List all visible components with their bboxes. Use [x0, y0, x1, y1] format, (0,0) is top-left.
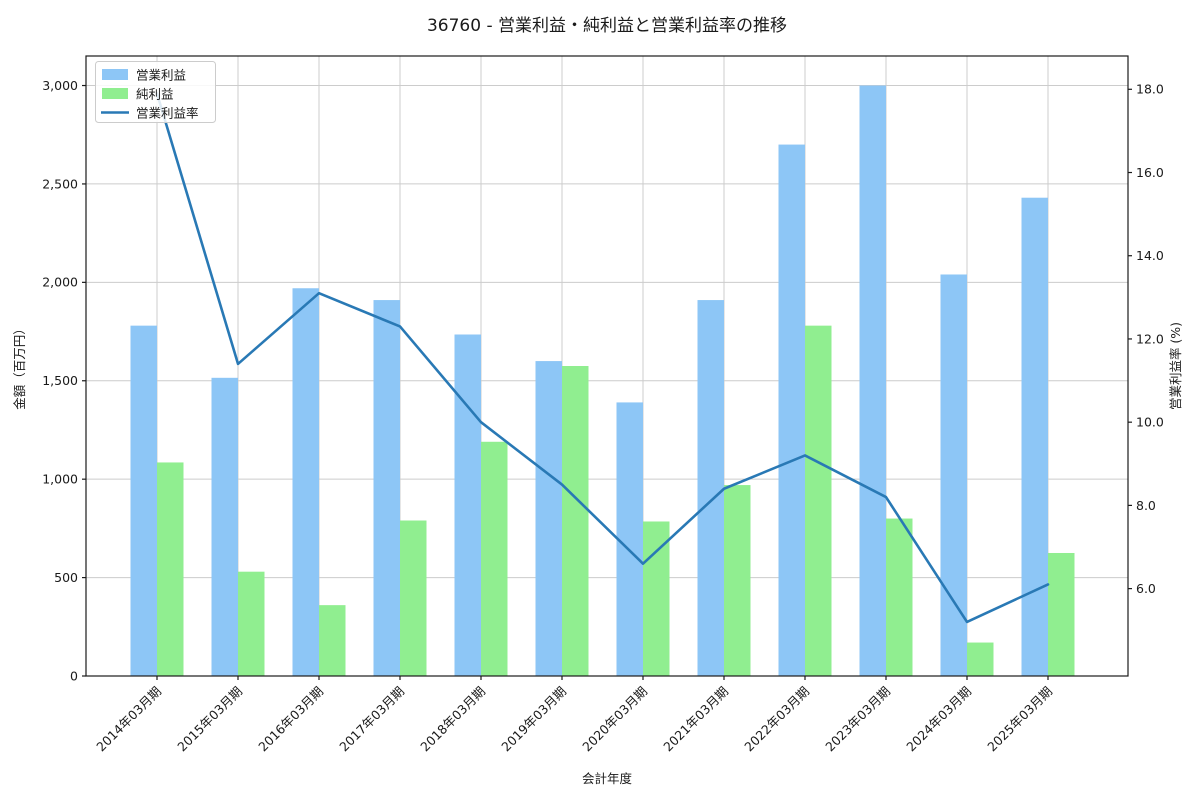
x-tick-label: 2018年03月期 — [417, 684, 488, 755]
bar-operating-income — [1021, 197, 1048, 676]
y-left-tick-label: 0 — [70, 668, 78, 683]
bar-operating-income — [535, 361, 562, 676]
x-tick-label: 2017年03月期 — [336, 684, 407, 755]
x-tick-label: 2014年03月期 — [93, 684, 164, 755]
bar-net-income — [643, 521, 670, 676]
bar-net-income — [724, 485, 751, 676]
y-right-tick-label: 8.0 — [1136, 498, 1156, 513]
legend-label: 純利益 — [136, 87, 174, 102]
bar-net-income — [481, 441, 508, 676]
bar-operating-income — [940, 274, 967, 676]
bar-net-income — [562, 366, 589, 676]
bar-net-income — [238, 571, 265, 676]
bar-operating-income — [211, 377, 238, 676]
x-tick-label: 2019年03月期 — [498, 684, 569, 755]
bar-net-income — [157, 462, 184, 676]
y-right-tick-label: 18.0 — [1136, 82, 1164, 97]
x-tick-label: 2024年03月期 — [903, 684, 974, 755]
y-left-tick-label: 3,000 — [42, 78, 78, 93]
x-tick-label: 2022年03月期 — [741, 684, 812, 755]
y-right-tick-label: 10.0 — [1136, 415, 1164, 430]
bar-operating-income — [292, 288, 319, 676]
legend-swatch-operating-income — [102, 69, 128, 80]
operating-margin-line — [155, 92, 1050, 624]
bar-operating-income — [616, 402, 643, 676]
bar-operating-income — [373, 300, 400, 676]
plot-border — [85, 55, 1129, 677]
y-left-tick-label: 2,000 — [42, 275, 78, 290]
x-tick-label: 2020年03月期 — [579, 684, 650, 755]
y-right-tick-label: 6.0 — [1136, 581, 1156, 596]
x-tick-label: 2015年03月期 — [174, 684, 245, 755]
chart-title: 36760 - 営業利益・純利益と営業利益率の推移 — [427, 16, 787, 36]
bar-net-income — [967, 642, 994, 676]
y-right-tick-label: 16.0 — [1136, 165, 1164, 180]
bar-net-income — [1048, 552, 1075, 676]
y-right-tick-label: 14.0 — [1136, 248, 1164, 263]
y-right-tick-label: 12.0 — [1136, 331, 1164, 346]
bar-net-income — [319, 605, 346, 676]
x-tick-label: 2023年03月期 — [822, 684, 893, 755]
bar-operating-income — [859, 85, 886, 677]
bar-operating-income — [778, 144, 805, 677]
bar-net-income — [886, 518, 913, 676]
x-axis-title: 会計年度 — [582, 771, 633, 786]
y-left-tick-label: 1,500 — [42, 373, 78, 388]
bar-operating-income — [454, 334, 481, 676]
y-right-axis-title: 営業利益率 (%) — [1168, 322, 1183, 410]
y-left-tick-label: 1,000 — [42, 472, 78, 487]
bar-operating-income — [697, 300, 724, 676]
legend-swatch-net-income — [102, 88, 128, 99]
bar-net-income — [400, 520, 427, 676]
legend-label: 営業利益率 — [136, 106, 199, 121]
y-left-axis-title: 金額（百万円） — [12, 322, 27, 410]
bar-operating-income — [130, 325, 157, 676]
y-left-tick-label: 500 — [54, 570, 78, 585]
bar-net-income — [805, 325, 832, 676]
x-tick-label: 2016年03月期 — [255, 684, 326, 755]
x-tick-label: 2021年03月期 — [660, 684, 731, 755]
x-tick-label: 2025年03月期 — [984, 684, 1055, 755]
y-left-tick-label: 2,500 — [42, 176, 78, 191]
legend-label: 営業利益 — [136, 68, 186, 83]
